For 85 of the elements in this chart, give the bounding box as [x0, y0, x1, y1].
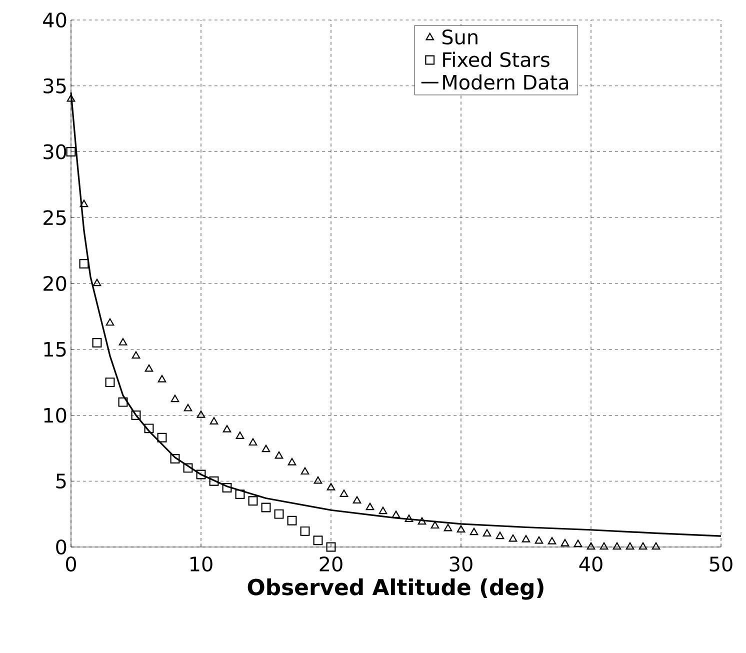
y-tick-label: 10	[44, 408, 66, 423]
point	[262, 444, 270, 452]
point	[196, 470, 206, 480]
point	[118, 397, 128, 407]
point	[261, 502, 271, 512]
point	[326, 542, 336, 552]
point	[170, 454, 180, 464]
point	[157, 432, 167, 442]
point	[522, 535, 530, 542]
point	[184, 404, 192, 412]
point	[560, 538, 570, 546]
point	[106, 318, 114, 326]
point	[600, 542, 608, 550]
point	[132, 351, 140, 359]
y-tick-label: 5	[56, 474, 66, 489]
x-tick-label: 0	[66, 556, 76, 572]
point	[222, 425, 232, 432]
point	[210, 417, 218, 424]
point	[392, 510, 400, 518]
point	[626, 542, 634, 550]
point	[79, 259, 89, 268]
point	[444, 524, 452, 532]
point	[144, 424, 154, 434]
point	[508, 534, 518, 542]
y-tick-label: 0	[56, 539, 66, 555]
point	[288, 458, 296, 466]
point	[430, 521, 440, 529]
y-tick-label: 40	[43, 12, 66, 28]
point	[66, 147, 76, 156]
y-tick-label: 30	[44, 144, 66, 160]
point	[300, 526, 310, 536]
point	[209, 476, 219, 486]
y-tick-label: 15	[44, 342, 66, 357]
x-tick-label: 40	[579, 556, 602, 572]
y-tick-label: 25	[44, 210, 66, 226]
point	[105, 378, 115, 388]
point	[638, 542, 648, 550]
x-axis-title: Observed Altitude (deg)	[248, 578, 544, 600]
point	[248, 438, 258, 446]
point	[274, 451, 284, 459]
point	[170, 394, 180, 402]
point	[548, 536, 556, 544]
point	[248, 496, 258, 506]
point	[418, 517, 426, 525]
point	[92, 338, 102, 348]
point	[366, 502, 374, 510]
point	[326, 482, 336, 490]
point	[80, 200, 88, 208]
point	[496, 532, 504, 540]
x-tick-label: 10	[190, 556, 212, 572]
point	[313, 536, 323, 546]
point	[314, 476, 322, 484]
point	[118, 338, 128, 346]
point	[456, 525, 466, 533]
point	[586, 542, 596, 550]
x-tick-label: 20	[320, 556, 342, 572]
point	[183, 463, 193, 473]
point	[404, 514, 414, 522]
legend-label: Modern Data	[443, 74, 568, 90]
point	[482, 529, 492, 536]
x-tick-label: 50	[710, 556, 732, 572]
point	[340, 490, 348, 497]
point	[612, 542, 622, 550]
point	[236, 432, 244, 439]
point	[92, 278, 102, 286]
point	[222, 482, 232, 492]
point	[274, 509, 284, 519]
y-tick-label: 35	[44, 78, 66, 94]
point	[652, 542, 660, 550]
point	[534, 536, 544, 544]
legend-label: Fixed Stars	[443, 52, 550, 68]
y-tick-label: 20	[44, 276, 66, 292]
point	[131, 410, 141, 420]
point	[378, 506, 388, 514]
point	[300, 467, 310, 475]
point	[235, 490, 245, 500]
point	[574, 540, 582, 548]
x-tick-label: 30	[450, 556, 472, 572]
legend-label: Sun	[442, 29, 478, 45]
point	[144, 364, 154, 372]
point	[470, 528, 478, 536]
point	[158, 374, 166, 382]
point	[287, 516, 297, 526]
point	[352, 496, 362, 504]
point	[196, 410, 206, 418]
